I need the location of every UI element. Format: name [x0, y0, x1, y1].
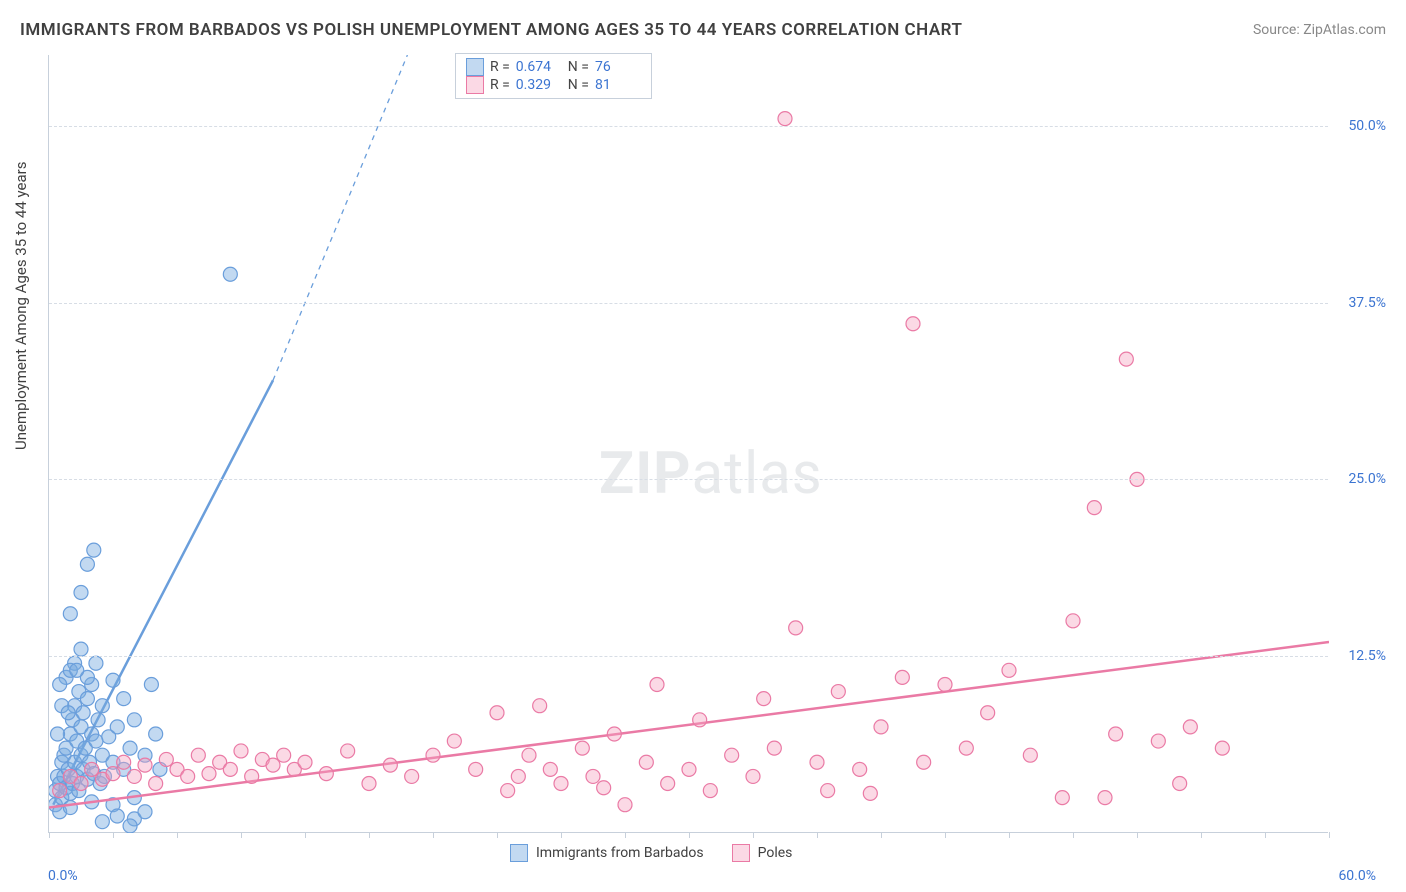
x-tick	[881, 832, 882, 838]
legend-swatch	[466, 76, 484, 94]
r-value: 0.329	[516, 77, 562, 93]
x-tick	[945, 832, 946, 838]
x-axis-min-label: 0.0%	[48, 868, 78, 884]
y-tick-label: 25.0%	[1334, 471, 1386, 487]
x-tick	[49, 832, 50, 838]
x-tick	[433, 832, 434, 838]
legend-stats: R = 0.674 N = 76 R = 0.329 N = 81	[455, 53, 652, 99]
x-tick	[241, 832, 242, 838]
x-tick	[561, 832, 562, 838]
x-axis-max-label: 60.0%	[1338, 868, 1376, 884]
y-tick-label: 50.0%	[1334, 118, 1386, 134]
x-tick	[1329, 832, 1330, 838]
legend-item: Immigrants from Barbados	[510, 844, 704, 862]
y-tick-label: 12.5%	[1334, 648, 1386, 664]
n-label: N =	[568, 59, 589, 75]
x-tick	[1265, 832, 1266, 838]
plot-area: ZIPatlas 12.5%25.0%37.5%50.0%	[48, 55, 1328, 833]
x-tick	[689, 832, 690, 838]
legend-series: Immigrants from Barbados Poles	[510, 844, 792, 862]
x-tick	[113, 832, 114, 838]
legend-swatch	[732, 844, 750, 862]
r-value: 0.674	[516, 59, 562, 75]
gridline	[49, 303, 1328, 304]
legend-label: Poles	[758, 845, 793, 861]
gridline	[49, 656, 1328, 657]
y-axis-label: Unemployment Among Ages 35 to 44 years	[12, 162, 30, 450]
r-label: R =	[490, 59, 510, 75]
r-label: R =	[490, 77, 510, 93]
x-tick	[1073, 832, 1074, 838]
legend-stat-row: R = 0.674 N = 76	[466, 58, 641, 76]
x-tick	[1137, 832, 1138, 838]
legend-item: Poles	[732, 844, 793, 862]
x-tick	[497, 832, 498, 838]
x-tick	[369, 832, 370, 838]
x-tick	[177, 832, 178, 838]
n-value: 76	[595, 59, 641, 75]
legend-label: Immigrants from Barbados	[536, 845, 704, 861]
n-value: 81	[595, 77, 641, 93]
y-tick-label: 37.5%	[1334, 295, 1386, 311]
x-tick	[625, 832, 626, 838]
legend-swatch	[466, 58, 484, 76]
source-label: Source: ZipAtlas.com	[1253, 22, 1386, 38]
x-tick	[305, 832, 306, 838]
n-label: N =	[568, 77, 589, 93]
x-tick	[1009, 832, 1010, 838]
chart-title: IMMIGRANTS FROM BARBADOS VS POLISH UNEMP…	[20, 20, 962, 40]
gridline	[49, 479, 1328, 480]
x-tick	[817, 832, 818, 838]
x-tick	[753, 832, 754, 838]
x-tick	[1201, 832, 1202, 838]
legend-stat-row: R = 0.329 N = 81	[466, 76, 641, 94]
legend-swatch	[510, 844, 528, 862]
scatter-svg	[49, 55, 1329, 833]
gridline	[49, 126, 1328, 127]
